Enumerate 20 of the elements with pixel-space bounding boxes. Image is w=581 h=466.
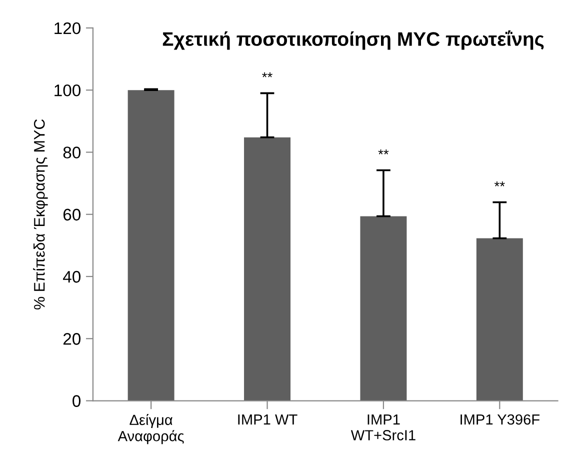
y-tick-label: 0 [72, 395, 81, 407]
y-tick-label: 120 [54, 22, 81, 34]
annotation: ** [494, 181, 505, 186]
bar [244, 137, 290, 401]
bar [128, 90, 174, 401]
bar [360, 216, 407, 401]
x-tick-label: Δείγμα Αναφοράς [118, 414, 184, 444]
x-tick-label: IMP1 WT+SrcI1 [350, 414, 416, 440]
y-tick-label: 100 [54, 84, 81, 96]
y-tick-label: 40 [63, 270, 81, 283]
bar [476, 238, 523, 401]
y-axis-title: % Επίπεδα Έκφρασης MYC [33, 119, 48, 310]
y-tick-label: 80 [63, 146, 81, 158]
y-tick-label: 20 [63, 333, 81, 345]
annotation: ** [262, 72, 272, 78]
annotation: ** [378, 149, 389, 154]
x-tick-label: IMP1 WT [238, 414, 298, 425]
x-tick-label: IMP1 Y396F [460, 414, 540, 425]
chart-title: Σχετική ποσοτικοποίηση MYC πρωτεΐνης [162, 30, 544, 50]
y-tick-label: 60 [63, 208, 81, 221]
